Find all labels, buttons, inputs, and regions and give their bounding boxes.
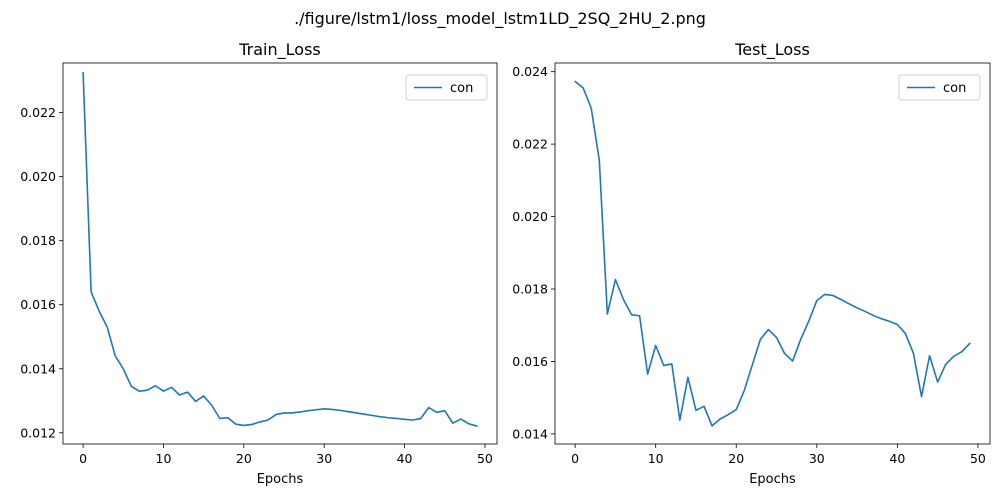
test-x-tick-label: 0 <box>571 451 579 466</box>
train-legend: con <box>405 74 488 101</box>
train-legend-label: con <box>450 81 473 96</box>
train-chart-title: Train_Loss <box>238 40 320 60</box>
test-y-tick-label: 0.020 <box>512 209 548 224</box>
train-legend-box <box>405 74 488 101</box>
train-y-tick-label: 0.018 <box>20 233 56 248</box>
train-x-tick-label: 20 <box>236 451 252 466</box>
test-series-line-con <box>574 80 971 427</box>
train-y-tick-label: 0.022 <box>20 105 56 120</box>
test-legend-box <box>898 74 981 101</box>
train-y-tick-label: 0.012 <box>20 425 56 440</box>
test-loss-panel: Test_Loss 0 10 20 30 40 50 0.014 0.016 0.018 0.020… <box>512 40 991 487</box>
train-x-tick-label: 50 <box>477 451 493 466</box>
test-y-tick-label: 0.022 <box>512 137 548 152</box>
test-y-tick-label: 0.014 <box>512 426 548 441</box>
train-x-tick-label: 0 <box>79 451 87 466</box>
test-x-tick-label: 30 <box>809 451 825 466</box>
train-y-tick-label: 0.020 <box>20 169 56 184</box>
test-y-tick-label: 0.016 <box>512 354 548 369</box>
test-y-tick-label: 0.024 <box>512 64 548 79</box>
train-x-tick-label: 40 <box>397 451 413 466</box>
test-legend: con <box>898 74 981 101</box>
test-x-axis-label: Epochs <box>749 472 796 487</box>
train-x-tick-label: 10 <box>156 451 172 466</box>
test-x-tick-label: 10 <box>648 451 664 466</box>
train-y-tick-label: 0.016 <box>20 297 56 312</box>
test-chart-title: Test_Loss <box>734 40 810 60</box>
test-y-tick-label: 0.018 <box>512 281 548 296</box>
train-y-tick-label: 0.014 <box>20 361 56 376</box>
train-series-line-con <box>82 71 478 427</box>
train-x-axis-label: Epochs <box>257 472 304 487</box>
train-plot-frame <box>62 62 498 445</box>
test-x-tick-label: 20 <box>728 451 744 466</box>
test-legend-label: con <box>943 81 966 96</box>
test-plot-frame <box>554 62 991 445</box>
test-x-tick-label: 50 <box>970 451 986 466</box>
figure-title: ./figure/lstm1/loss_model_lstm1LD_2SQ_2H… <box>294 9 706 29</box>
test-x-tick-label: 40 <box>889 451 905 466</box>
train-x-tick-label: 30 <box>316 451 332 466</box>
train-loss-panel: Train_Loss 0 10 20 30 40 50 0.012 0.014 0.016 0.01… <box>20 40 498 487</box>
